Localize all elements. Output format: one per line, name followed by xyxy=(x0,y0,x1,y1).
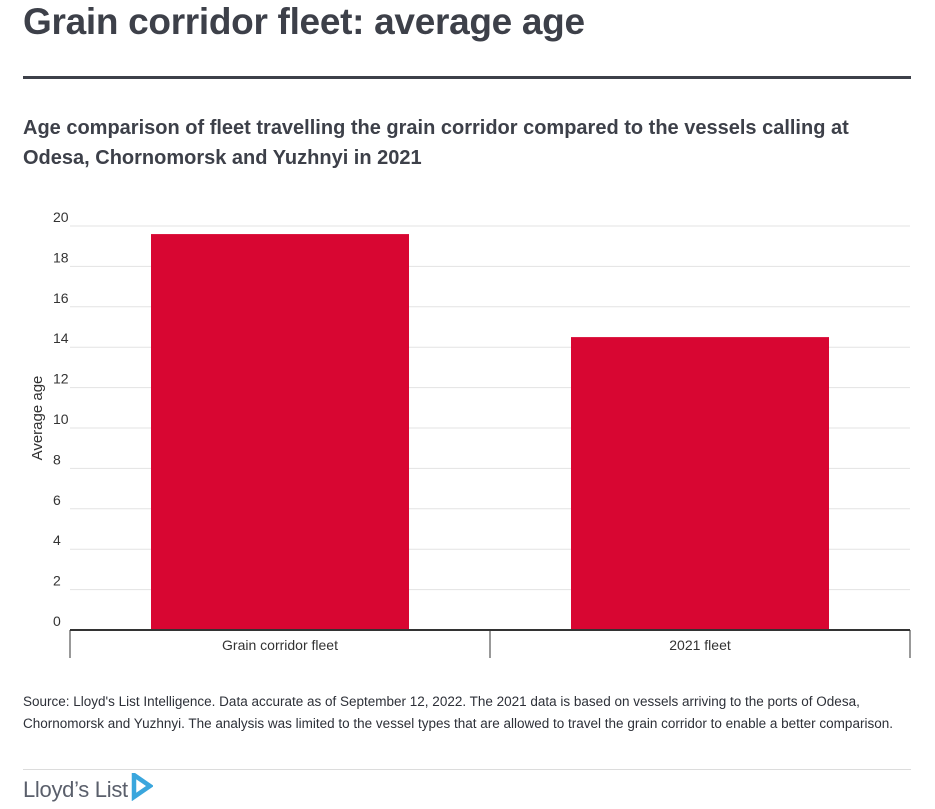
y-axis-label: Average age xyxy=(29,376,46,461)
chart-subtitle: Age comparison of fleet travelling the g… xyxy=(23,117,849,169)
y-tick-label: 10 xyxy=(53,411,69,427)
bar xyxy=(571,337,829,630)
footer-divider xyxy=(23,769,911,770)
x-tick-label: Grain corridor fleet xyxy=(222,637,338,653)
title-divider xyxy=(23,76,911,79)
y-tick-label: 16 xyxy=(53,290,69,306)
source-note: Source: Lloyd's List Intelligence. Data … xyxy=(23,694,893,731)
y-tick-label: 12 xyxy=(53,371,69,387)
y-tick-label: 20 xyxy=(53,209,69,225)
bar-chart: 0 2 4 6 8 10 12 14 16 18 20 Grain corridor fleet 20… xyxy=(29,209,911,658)
x-tick-label: 2021 fleet xyxy=(669,637,731,653)
page-title: Grain corridor fleet: average age xyxy=(23,1,585,42)
logo-text: Lloyd’s List xyxy=(23,777,128,802)
bars xyxy=(151,234,829,630)
y-axis-ticks: 0 2 4 6 8 10 12 14 16 18 20 xyxy=(53,209,69,629)
bar xyxy=(151,234,409,630)
y-tick-label: 14 xyxy=(53,330,69,346)
lloyds-list-logo: Lloyd’s List xyxy=(23,773,153,805)
y-tick-label: 6 xyxy=(53,492,61,508)
y-tick-label: 18 xyxy=(53,249,69,265)
y-tick-label: 8 xyxy=(53,451,61,467)
x-axis-ticks: Grain corridor fleet 2021 fleet xyxy=(69,630,911,658)
play-arrow-icon xyxy=(131,773,153,801)
y-tick-label: 4 xyxy=(53,532,61,548)
y-tick-label: 2 xyxy=(53,573,61,589)
y-tick-label: 0 xyxy=(53,613,61,629)
